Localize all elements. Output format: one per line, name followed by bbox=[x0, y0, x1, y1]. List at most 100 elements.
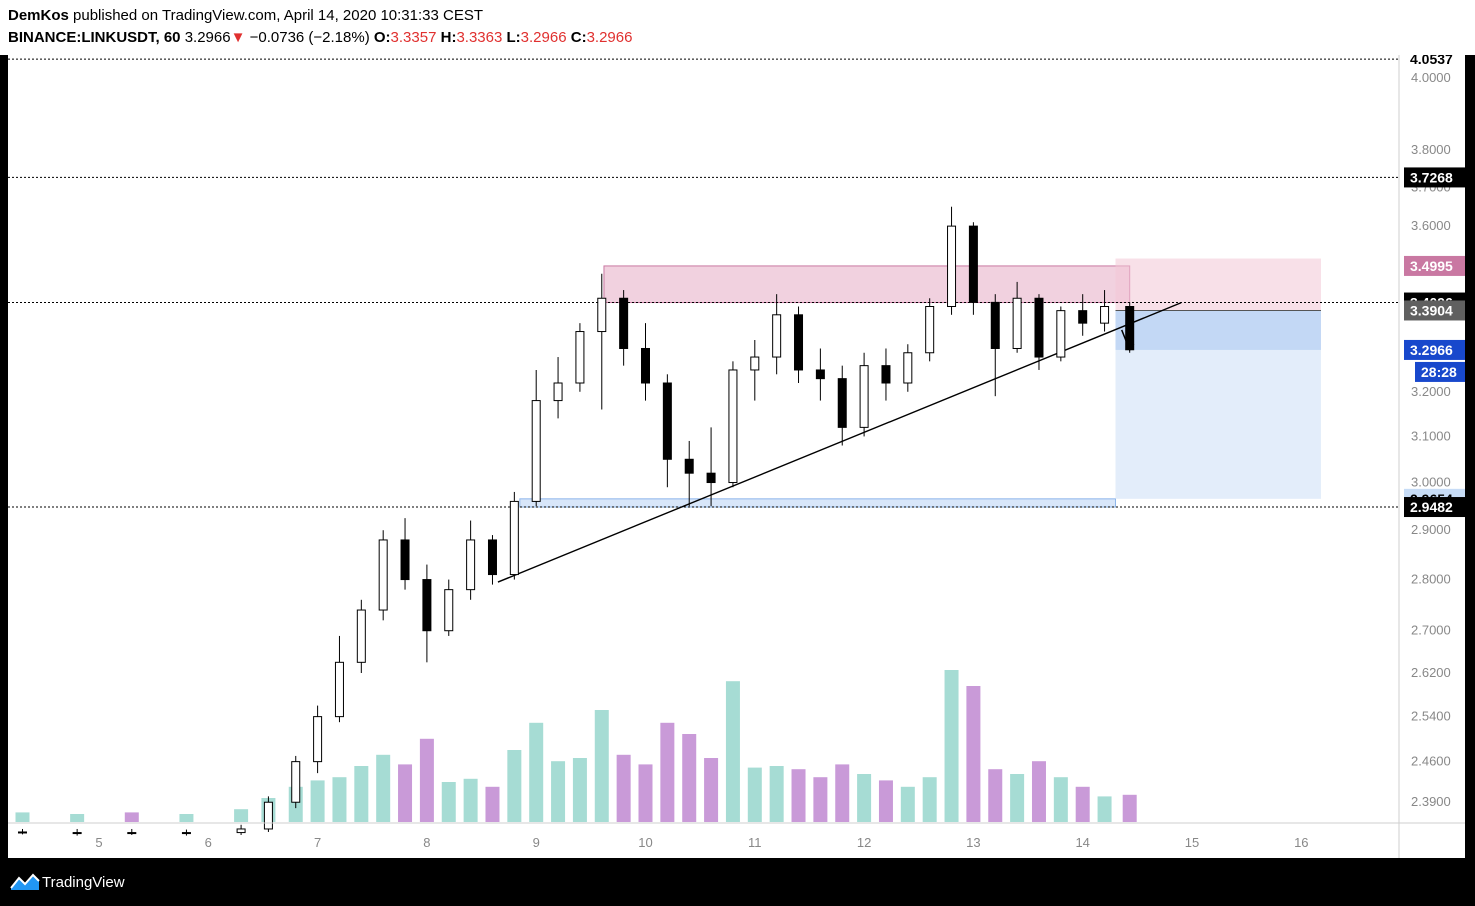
candle-body bbox=[772, 314, 782, 358]
volume-bar bbox=[15, 812, 30, 822]
x-tick-label: 12 bbox=[857, 835, 871, 850]
high-value: 3.3363 bbox=[456, 29, 503, 46]
candle-body bbox=[400, 539, 410, 581]
down-arrow-icon: ▼ bbox=[230, 29, 246, 46]
price-chart[interactable]: 2.3900 2.4600 2.5400 2.6200 2.7000 2.8000 2.90… bbox=[8, 55, 1465, 858]
volume-bar bbox=[179, 814, 194, 822]
candle-body bbox=[1012, 297, 1022, 349]
volume-bar bbox=[124, 812, 139, 822]
x-tick-label: 11 bbox=[748, 835, 762, 850]
symbol-info: BINANCE:LINKUSDT, 60 3.2966▼ −0.0736 (−2… bbox=[8, 29, 632, 46]
symbol-name: BINANCE:LINKUSDT, 60 bbox=[8, 29, 181, 46]
publish-info: DemKos published on TradingView.com, Apr… bbox=[8, 7, 483, 24]
volume-bar bbox=[1122, 794, 1137, 822]
last-price: 3.2966 bbox=[184, 29, 231, 46]
candle-body bbox=[378, 539, 388, 611]
volume-bar bbox=[572, 758, 587, 822]
volume-bar bbox=[485, 786, 500, 822]
close-value: 3.2966 bbox=[586, 29, 633, 46]
author-name[interactable]: DemKos bbox=[8, 7, 69, 24]
volume-bar bbox=[1075, 786, 1090, 822]
price-axis-tag bbox=[1404, 300, 1465, 321]
open-value: 3.3357 bbox=[390, 29, 437, 46]
candle-body bbox=[925, 306, 935, 354]
candle-body bbox=[859, 365, 869, 428]
volume-bar bbox=[332, 777, 347, 822]
x-tick-label: 9 bbox=[533, 835, 540, 850]
price-axis-tag bbox=[1404, 497, 1465, 518]
price-axis-tag-label: 3.3904 bbox=[1410, 302, 1453, 318]
volume-bar bbox=[769, 766, 784, 822]
volume-bar bbox=[616, 754, 631, 822]
volume-bar bbox=[529, 722, 544, 822]
candle-body bbox=[619, 297, 629, 349]
y-tick-label: 3.8000 bbox=[1411, 142, 1451, 157]
price-change: −0.0736 (−2.18%) bbox=[249, 29, 370, 46]
candle-body bbox=[947, 225, 957, 308]
x-tick-label: 13 bbox=[966, 835, 980, 850]
publish-text: published on TradingView.com, April 14, … bbox=[68, 7, 484, 24]
candle-body bbox=[72, 832, 82, 835]
candle-body bbox=[575, 331, 585, 384]
chart-plot-area[interactable]: 2.3900 2.4600 2.5400 2.6200 2.7000 2.8000 2.90… bbox=[8, 55, 1465, 858]
chart-header: DemKos published on TradingView.com, Apr… bbox=[0, 0, 1475, 55]
candle-body bbox=[641, 347, 650, 384]
volume-bar bbox=[813, 777, 828, 822]
tradingview-logo-icon[interactable] bbox=[10, 872, 40, 892]
volume-bar bbox=[507, 750, 522, 822]
open-label: O: bbox=[373, 29, 391, 46]
x-tick-label: 16 bbox=[1294, 835, 1308, 850]
candle-body bbox=[597, 297, 607, 333]
position-stop-zone bbox=[1115, 258, 1321, 311]
candle-body bbox=[313, 716, 323, 763]
volume-bar bbox=[376, 754, 391, 822]
candle-body bbox=[1100, 306, 1110, 324]
down-arrow-icon bbox=[1121, 329, 1135, 352]
x-tick-label: 7 bbox=[314, 835, 321, 850]
price-axis-tag bbox=[1415, 361, 1465, 382]
tradingview-brand[interactable]: TradingView bbox=[42, 874, 125, 891]
candle-body bbox=[662, 382, 672, 460]
volume-bar bbox=[704, 758, 719, 822]
volume-bar bbox=[551, 761, 566, 822]
volume-bar bbox=[944, 670, 959, 822]
volume-bar bbox=[594, 710, 609, 822]
volume-bar bbox=[419, 738, 434, 822]
y-tick-label: 2.7000 bbox=[1411, 623, 1451, 638]
candle-body bbox=[17, 831, 27, 834]
high-label: H: bbox=[440, 29, 457, 46]
volume-bar bbox=[234, 809, 249, 822]
x-tick-label: 5 bbox=[95, 835, 102, 850]
candle-body bbox=[968, 225, 978, 303]
volume-bar bbox=[310, 780, 325, 822]
candle-body bbox=[487, 539, 497, 576]
y-tick-label: 2.8000 bbox=[1411, 572, 1451, 587]
y-tick-label: 2.5400 bbox=[1411, 709, 1451, 724]
candle-body bbox=[815, 369, 825, 380]
candle-body bbox=[531, 400, 541, 502]
volume-bar bbox=[638, 764, 653, 822]
price-axis-tag bbox=[1404, 55, 1465, 69]
x-tick-label: 15 bbox=[1185, 835, 1199, 850]
volume-bar bbox=[922, 777, 937, 822]
candle-body bbox=[236, 828, 246, 834]
price-axis-tag-label: 2.9482 bbox=[1410, 499, 1453, 515]
volume-bar bbox=[747, 767, 762, 822]
candle-body bbox=[334, 661, 344, 718]
price-axis-tag bbox=[1404, 167, 1465, 188]
volume-bar bbox=[1053, 777, 1068, 822]
volume-bar bbox=[791, 769, 806, 822]
price-axis-tag-label: 3.2966 bbox=[1410, 342, 1453, 358]
volume-bar bbox=[900, 786, 915, 822]
price-axis-tag bbox=[1404, 339, 1465, 360]
position-current-zone bbox=[1115, 310, 1321, 350]
x-tick-label: 6 bbox=[205, 835, 212, 850]
candle-body bbox=[706, 472, 716, 484]
y-tick-label: 2.9000 bbox=[1411, 522, 1451, 537]
candle-body bbox=[1034, 297, 1044, 358]
candle-body bbox=[181, 832, 191, 835]
y-tick-label: 4.0000 bbox=[1411, 70, 1451, 85]
chart-footer: TradingView bbox=[0, 858, 1475, 906]
candle-body bbox=[263, 801, 273, 830]
volume-bar bbox=[660, 722, 675, 822]
